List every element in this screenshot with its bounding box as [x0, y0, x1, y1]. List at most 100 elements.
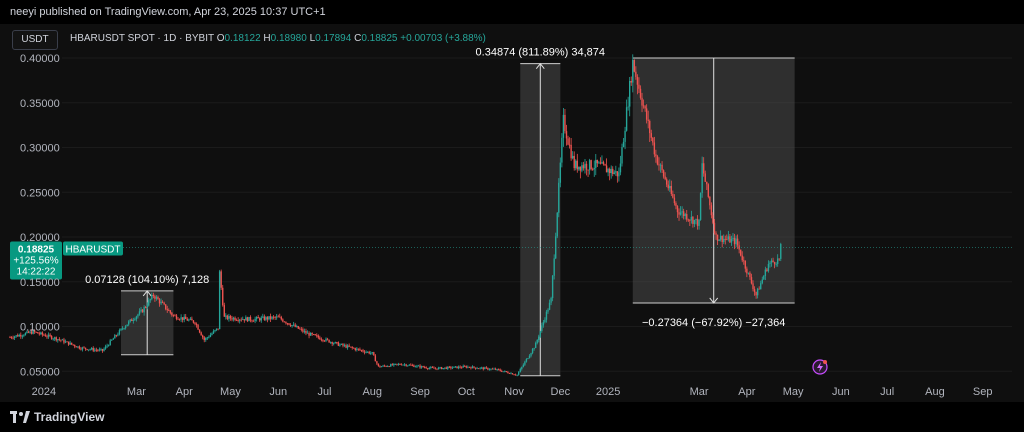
- candle: [667, 184, 669, 189]
- candle: [322, 339, 324, 341]
- candle: [30, 331, 33, 334]
- candle: [416, 365, 418, 367]
- candle: [558, 182, 560, 213]
- candle: [513, 374, 515, 376]
- candle: [21, 335, 24, 337]
- candle: [339, 344, 341, 346]
- candle: [326, 338, 329, 340]
- candle: [188, 319, 190, 321]
- candle: [197, 324, 199, 330]
- measure-arrowhead: [535, 62, 545, 69]
- candle: [749, 272, 751, 278]
- candle: [373, 352, 375, 356]
- candle: [582, 165, 585, 169]
- candle: [240, 319, 242, 321]
- candle: [342, 343, 344, 346]
- y-tick-label: 0.30000: [20, 143, 60, 155]
- candle: [331, 342, 333, 344]
- candle: [437, 367, 440, 370]
- candle: [548, 302, 551, 310]
- candle: [669, 185, 671, 189]
- candle: [706, 181, 708, 185]
- candle: [593, 167, 595, 170]
- currency-button[interactable]: USDT: [12, 30, 58, 50]
- candle: [305, 331, 307, 334]
- candle: [289, 324, 292, 327]
- candle: [547, 309, 549, 312]
- candle: [309, 332, 312, 336]
- candle: [191, 318, 193, 321]
- symbol-name[interactable]: HBARUSDT SPOT · 1D · BYBIT: [70, 33, 214, 44]
- candle: [314, 334, 316, 336]
- candle: [195, 323, 198, 325]
- candle: [462, 366, 464, 368]
- candle: [610, 168, 612, 174]
- candle: [488, 369, 491, 371]
- candle: [451, 367, 454, 369]
- candle: [46, 336, 48, 338]
- measure-arrowhead: [142, 290, 152, 297]
- candle: [676, 206, 679, 213]
- candle: [579, 166, 582, 171]
- candle: [121, 328, 124, 330]
- candle: [365, 352, 367, 353]
- candle: [544, 319, 546, 323]
- candle: [274, 316, 276, 318]
- tradingview-logo[interactable]: TradingView: [10, 410, 104, 424]
- candle: [109, 340, 111, 346]
- candle: [302, 329, 304, 332]
- candle: [400, 364, 403, 366]
- candle: [229, 316, 232, 319]
- candle: [35, 331, 37, 333]
- candle: [12, 337, 14, 339]
- candle: [767, 263, 770, 271]
- candle: [508, 373, 511, 374]
- candle: [612, 168, 614, 174]
- candle: [91, 348, 93, 350]
- candle: [69, 342, 71, 345]
- candle: [271, 316, 273, 319]
- candle: [252, 321, 255, 322]
- candle: [50, 335, 53, 339]
- candle: [497, 369, 500, 370]
- candle: [340, 343, 343, 345]
- candle: [624, 130, 626, 142]
- candle: [741, 255, 743, 261]
- candle: [402, 364, 404, 366]
- candle: [679, 212, 682, 215]
- candle: [24, 333, 27, 336]
- candle: [206, 337, 209, 339]
- candle: [81, 347, 84, 350]
- open-label: O: [216, 33, 225, 44]
- candle: [405, 364, 407, 366]
- candle: [169, 310, 172, 313]
- chart-area[interactable]: [10, 24, 1024, 400]
- candle: [491, 368, 494, 370]
- candle: [107, 345, 110, 347]
- candle: [388, 366, 390, 368]
- candle: [391, 364, 394, 366]
- candle: [638, 84, 640, 89]
- candle: [386, 366, 389, 368]
- candle: [100, 349, 102, 350]
- candle: [696, 218, 699, 226]
- candle: [434, 368, 437, 370]
- candle: [534, 343, 537, 349]
- candle: [571, 155, 574, 159]
- candle: [300, 328, 303, 330]
- candle: [319, 337, 321, 340]
- price-tag-pct: +125.56%: [13, 256, 58, 267]
- open-value: 0.18122: [224, 33, 261, 44]
- candle: [459, 366, 461, 368]
- candle: [769, 262, 771, 264]
- candle: [399, 364, 401, 365]
- publish-header: neeyi published on TradingView.com, Apr …: [0, 0, 1024, 24]
- candle: [661, 164, 663, 171]
- candle: [755, 291, 757, 296]
- candle: [618, 172, 620, 177]
- candle: [311, 332, 313, 335]
- candle: [454, 366, 457, 368]
- candle: [120, 328, 122, 331]
- candle: [57, 339, 59, 341]
